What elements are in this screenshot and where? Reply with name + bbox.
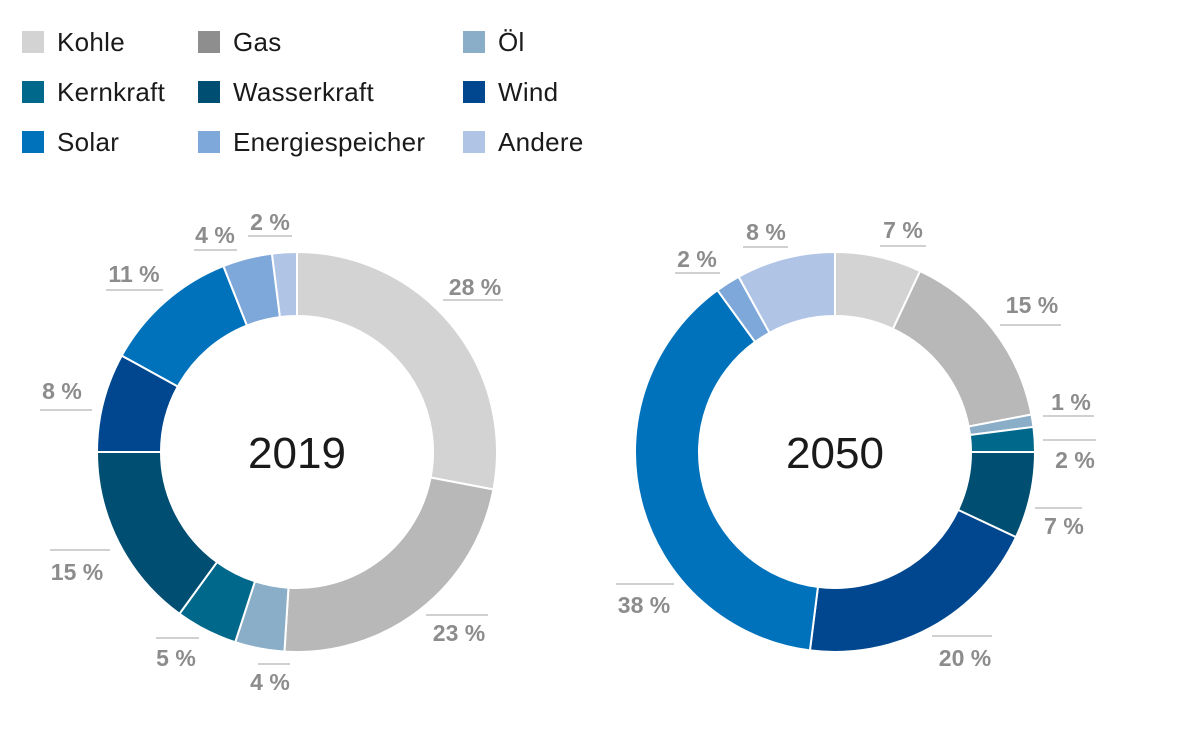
legend-item-energiespeicher: Energiespeicher <box>198 124 425 160</box>
data-label-kernkraft: 5 % <box>156 645 196 671</box>
data-label-wind: 8 % <box>42 378 82 404</box>
donut-chart-2050: 2050 7 % 15 % 1 % 2 % 7 % 20 % 38 % 2 % 8 % <box>616 217 1096 671</box>
donut-chart-2019: 2019 28 % 23 % 4 % 5 % 15 % 8 % 11 % 4 % 2 % <box>40 209 503 695</box>
legend-item-solar: Solar <box>22 124 119 160</box>
legend-label: Andere <box>498 126 584 157</box>
data-label-andere: 2 % <box>250 209 290 235</box>
chart-title: 2019 <box>248 429 346 478</box>
legend-label: Kernkraft <box>57 76 166 107</box>
data-label-wasserkraft: 7 % <box>1044 513 1084 539</box>
legend-label: Gas <box>233 26 282 57</box>
data-label-energiespeicher: 2 % <box>677 246 717 272</box>
legend-swatch <box>463 131 485 153</box>
legend-item-kernkraft: Kernkraft <box>22 74 165 110</box>
data-label-öl: 4 % <box>250 669 290 695</box>
data-label-energiespeicher: 4 % <box>195 222 235 248</box>
legend-label: Solar <box>57 126 120 157</box>
legend-swatch <box>198 31 220 53</box>
legend-swatch <box>198 131 220 153</box>
legend-label: Kohle <box>57 26 125 57</box>
legend-label: Energiespeicher <box>233 126 426 157</box>
legend-item-wasserkraft: Wasserkraft <box>198 74 374 110</box>
data-label-andere: 8 % <box>746 219 786 245</box>
legend-item-andere: Andere <box>463 124 584 160</box>
chart-title: 2050 <box>786 429 884 478</box>
data-label-kohle: 7 % <box>883 217 923 243</box>
data-label-gas: 23 % <box>433 620 485 646</box>
legend-item-öl: Öl <box>463 24 525 60</box>
slice-andere <box>737 250 836 335</box>
legend-item-wind: Wind <box>463 74 558 110</box>
data-label-öl: 1 % <box>1051 389 1091 415</box>
legend-swatch <box>22 81 44 103</box>
data-label-gas: 15 % <box>1006 292 1058 318</box>
data-label-wasserkraft: 15 % <box>51 559 103 585</box>
data-label-solar: 11 % <box>108 261 159 287</box>
legend-label: Wasserkraft <box>233 76 375 107</box>
legend-swatch <box>22 31 44 53</box>
legend-swatch <box>463 81 485 103</box>
legend-label: Öl <box>498 26 525 57</box>
legend-swatch <box>22 131 44 153</box>
legend-swatch <box>463 31 485 53</box>
slice-solar <box>634 288 820 652</box>
legend: Kohle Gas Öl Kernkraft Wasserkraft Wind Solar E… <box>0 0 640 170</box>
legend-item-kohle: Kohle <box>22 24 125 60</box>
data-label-kohle: 28 % <box>449 274 501 300</box>
data-label-wind: 20 % <box>939 645 991 671</box>
slice-kohle <box>296 250 498 491</box>
legend-swatch <box>198 81 220 103</box>
data-label-solar: 38 % <box>618 592 670 618</box>
data-label-kernkraft: 2 % <box>1055 447 1095 473</box>
slice-wind <box>808 508 1018 653</box>
slice-andere <box>270 250 298 319</box>
legend-item-gas: Gas <box>198 24 282 60</box>
legend-label: Wind <box>498 76 559 107</box>
